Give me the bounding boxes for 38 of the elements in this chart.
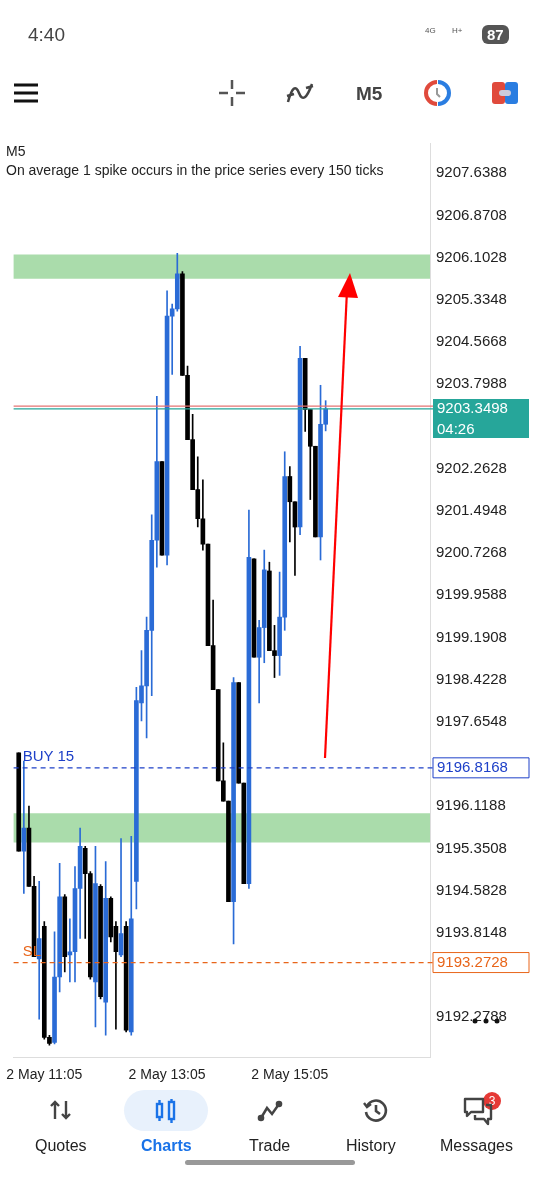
y-tick-label: 9199.9588 (436, 585, 507, 603)
y-tick-label: 9198.4228 (436, 669, 507, 687)
y-tick-label: 9199.1908 (436, 627, 507, 645)
text: Charts (141, 1137, 192, 1155)
text: H+ (452, 26, 463, 35)
x-tick-label: 2 May 15:05 (251, 1066, 329, 1083)
y-tick-label: 9201.4948 (436, 500, 507, 518)
y-tick-label: 9202.2628 (436, 458, 507, 476)
y-tick-label: 9194.5828 (436, 880, 507, 898)
y-tick-label: 9193.8148 (436, 922, 507, 940)
text: Trade (249, 1137, 291, 1155)
text: Messages (440, 1137, 513, 1155)
y-tick-label: 9203.7988 (436, 374, 507, 392)
text: History (346, 1137, 396, 1155)
text: M5 (356, 83, 383, 105)
y-tick-label: 9206.1028 (436, 247, 507, 265)
x-tick-label: 2 May 13:05 (128, 1066, 206, 1083)
text: 4:40 (28, 24, 65, 46)
x-tick-label: 2 May 11:05 (6, 1066, 83, 1083)
chart-title: M5 (6, 143, 26, 159)
y-tick-label: 9196.1188 (436, 796, 506, 814)
annotation: BUY 15 (22, 746, 75, 764)
y-tick-label: 9205.3348 (436, 290, 507, 308)
text: 87 (482, 25, 509, 44)
text: 04:26 (437, 420, 475, 437)
y-tick-label: 9204.5668 (436, 332, 507, 350)
y-tick-label: 9207.6388 (436, 163, 507, 181)
ref-line-label: 9196.8168 (437, 757, 508, 775)
y-tick-label: 9200.7268 (436, 543, 507, 561)
text: Quotes (35, 1137, 87, 1155)
y-tick-label: 9195.3508 (436, 838, 507, 856)
ref-line-label: 9193.2728 (437, 952, 508, 970)
text: 4G (425, 26, 436, 35)
y-tick-label: 9206.8708 (436, 205, 507, 223)
text: On average 1 spike occurs in the price series every 150 ticks (6, 162, 384, 178)
y-tick-label: 9197.6548 (436, 711, 507, 729)
ref-line-label: 9203.3498 (437, 399, 508, 417)
y-tick-label: 9192.2788 (436, 1007, 507, 1025)
